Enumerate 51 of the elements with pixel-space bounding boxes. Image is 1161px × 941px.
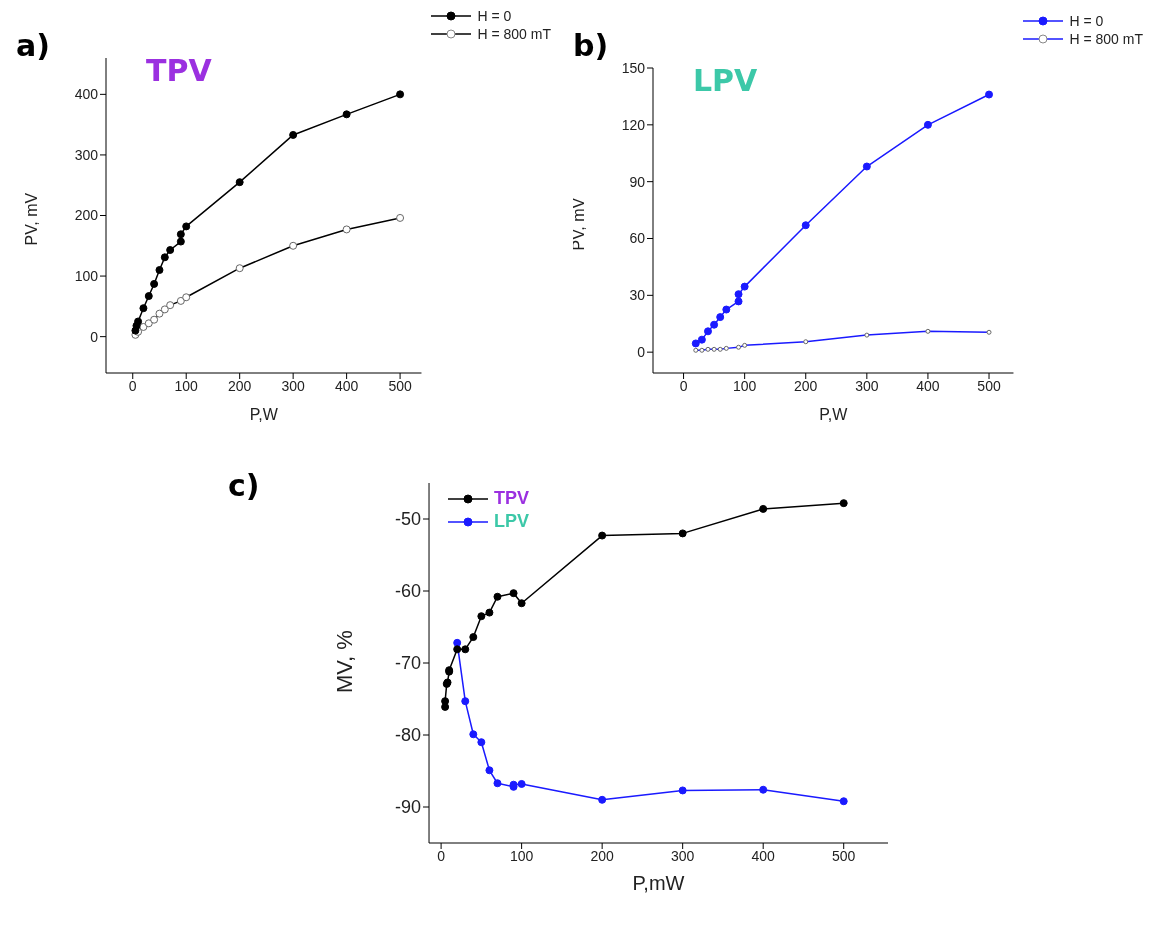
y-tick-label: 100 (74, 268, 99, 285)
y-tick-label: 90 (629, 173, 646, 190)
x-tick-label: 0 (437, 847, 446, 864)
y-tick-label: 150 (621, 59, 646, 76)
y-tick-label: 400 (74, 86, 99, 103)
x-tick-label: 400 (916, 377, 940, 394)
x-tick-label: 500 (388, 377, 412, 394)
y-axis-title: MV, % (331, 630, 357, 693)
legend-label: H = 800 mT (1069, 31, 1143, 47)
y-tick-label: 0 (637, 344, 646, 361)
x-tick-label: 500 (832, 847, 856, 864)
chart-title: b) (573, 28, 609, 63)
y-tick-label: -60 (395, 581, 422, 602)
x-tick-label: 0 (679, 377, 688, 394)
x-axis-title: P,W (819, 406, 849, 423)
x-tick-label: 100 (732, 377, 757, 394)
annotation: TPV (146, 53, 212, 88)
x-tick-label: 400 (751, 847, 776, 864)
legend-label: H = 800 mT (477, 26, 551, 42)
y-axis-title: PV, mV (569, 197, 587, 251)
x-tick-label: 300 (855, 377, 879, 394)
legend-label: H = 0 (1069, 13, 1104, 29)
y-tick-label: 200 (74, 207, 99, 224)
x-tick-label: 100 (509, 847, 534, 864)
y-tick-label: 300 (74, 146, 99, 163)
x-tick-label: 100 (174, 377, 199, 394)
x-tick-label: 300 (670, 847, 695, 864)
y-tick-label: 30 (629, 287, 646, 304)
y-tick-label: -80 (395, 725, 422, 746)
legend-label: LPV (494, 511, 530, 532)
x-axis-title: P,mW (632, 872, 685, 894)
y-tick-label: 60 (629, 230, 646, 247)
x-tick-label: 400 (334, 377, 359, 394)
x-tick-label: 500 (977, 377, 1001, 394)
y-tick-label: -90 (395, 797, 422, 818)
y-tick-label: 120 (621, 116, 646, 133)
y-tick-label: 0 (90, 328, 99, 345)
chart-title: c) (228, 468, 260, 503)
x-tick-label: 300 (281, 377, 306, 394)
y-tick-label: -50 (395, 509, 422, 530)
x-tick-label: 200 (227, 377, 252, 394)
chart-title: a) (16, 28, 50, 63)
annotation: LPV (693, 63, 758, 98)
x-axis-title: P,W (249, 406, 279, 423)
x-tick-label: 0 (128, 377, 137, 394)
y-axis-title: PV, mV (22, 192, 40, 246)
legend-label: TPV (494, 488, 530, 509)
x-tick-label: 200 (794, 377, 818, 394)
x-tick-label: 200 (590, 847, 615, 864)
legend-label: H = 0 (477, 8, 512, 24)
y-tick-label: -70 (395, 653, 422, 674)
